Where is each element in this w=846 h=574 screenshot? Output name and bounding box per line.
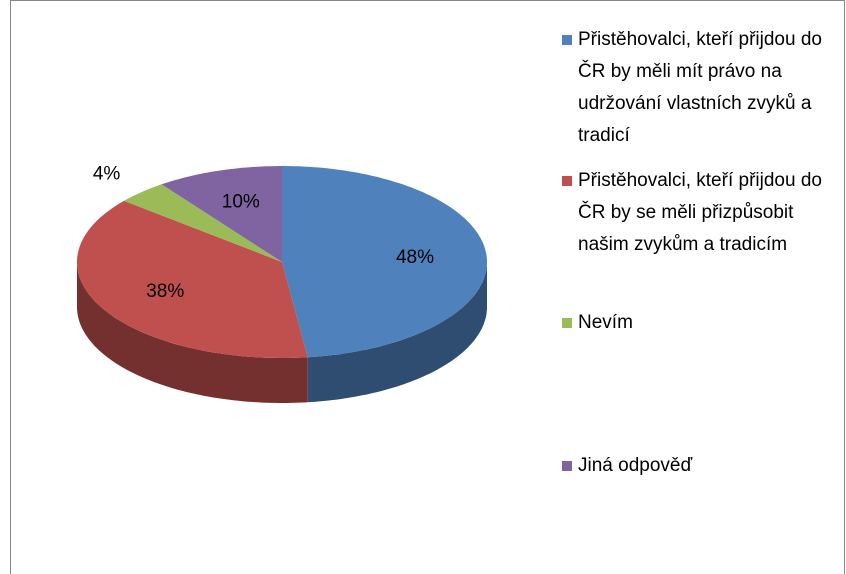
slice-side: [307, 262, 487, 403]
data-label: 10%: [222, 192, 260, 213]
slice: [124, 184, 282, 262]
data-label: 38%: [146, 281, 184, 302]
frame: [10, 0, 845, 574]
slice: [77, 200, 308, 358]
legend-swatch: [562, 35, 572, 45]
slice: [282, 166, 487, 358]
legend-swatch: [562, 176, 572, 186]
slice: [161, 166, 282, 262]
legend-label: Přistěhovalci, kteří přijdou do ČR by se…: [578, 170, 822, 255]
legend-swatch: [562, 318, 572, 328]
data-label: 4%: [93, 164, 121, 185]
data-label: 48%: [396, 247, 434, 268]
legend-swatch: [562, 461, 572, 471]
legend-label: Nevím: [578, 312, 633, 333]
legend-label: Přistěhovalci, kteří přijdou do ČR by mě…: [578, 29, 822, 146]
slice-side: [77, 262, 308, 403]
legend-label: Jiná odpověď: [578, 455, 693, 476]
